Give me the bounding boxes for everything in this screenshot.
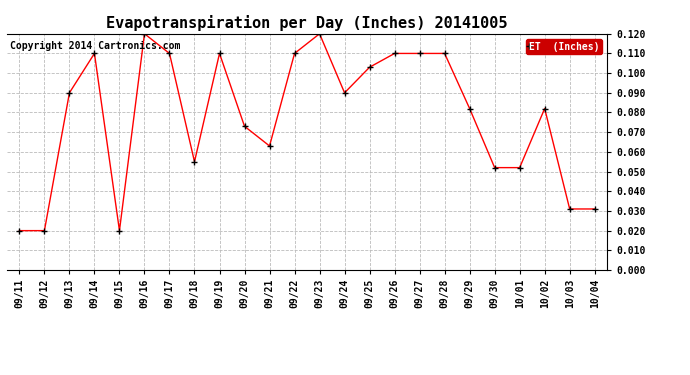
ET  (Inches) [415,51,424,56]
ET  (Inches) [40,228,48,233]
Legend: ET  (Inches): ET (Inches) [526,39,602,54]
ET  (Inches) [340,91,348,95]
ET  (Inches) [491,165,499,170]
ET  (Inches) [115,228,124,233]
ET  (Inches) [366,65,374,69]
ET  (Inches) [290,51,299,56]
ET  (Inches) [591,207,599,211]
Title: Evapotranspiration per Day (Inches) 20141005: Evapotranspiration per Day (Inches) 2014… [106,15,508,31]
ET  (Inches) [240,124,248,129]
ET  (Inches) [466,106,474,111]
ET  (Inches) [166,51,174,56]
ET  (Inches) [440,51,449,56]
ET  (Inches) [90,51,99,56]
ET  (Inches) [515,165,524,170]
ET  (Inches) [391,51,399,56]
ET  (Inches) [190,159,199,164]
Line: ET  (Inches): ET (Inches) [16,30,598,234]
ET  (Inches) [266,144,274,148]
ET  (Inches) [566,207,574,211]
ET  (Inches) [15,228,23,233]
ET  (Inches) [540,106,549,111]
ET  (Inches) [140,32,148,36]
ET  (Inches) [66,91,74,95]
ET  (Inches) [215,51,224,56]
ET  (Inches) [315,32,324,36]
Text: Copyright 2014 Cartronics.com: Copyright 2014 Cartronics.com [10,41,180,51]
